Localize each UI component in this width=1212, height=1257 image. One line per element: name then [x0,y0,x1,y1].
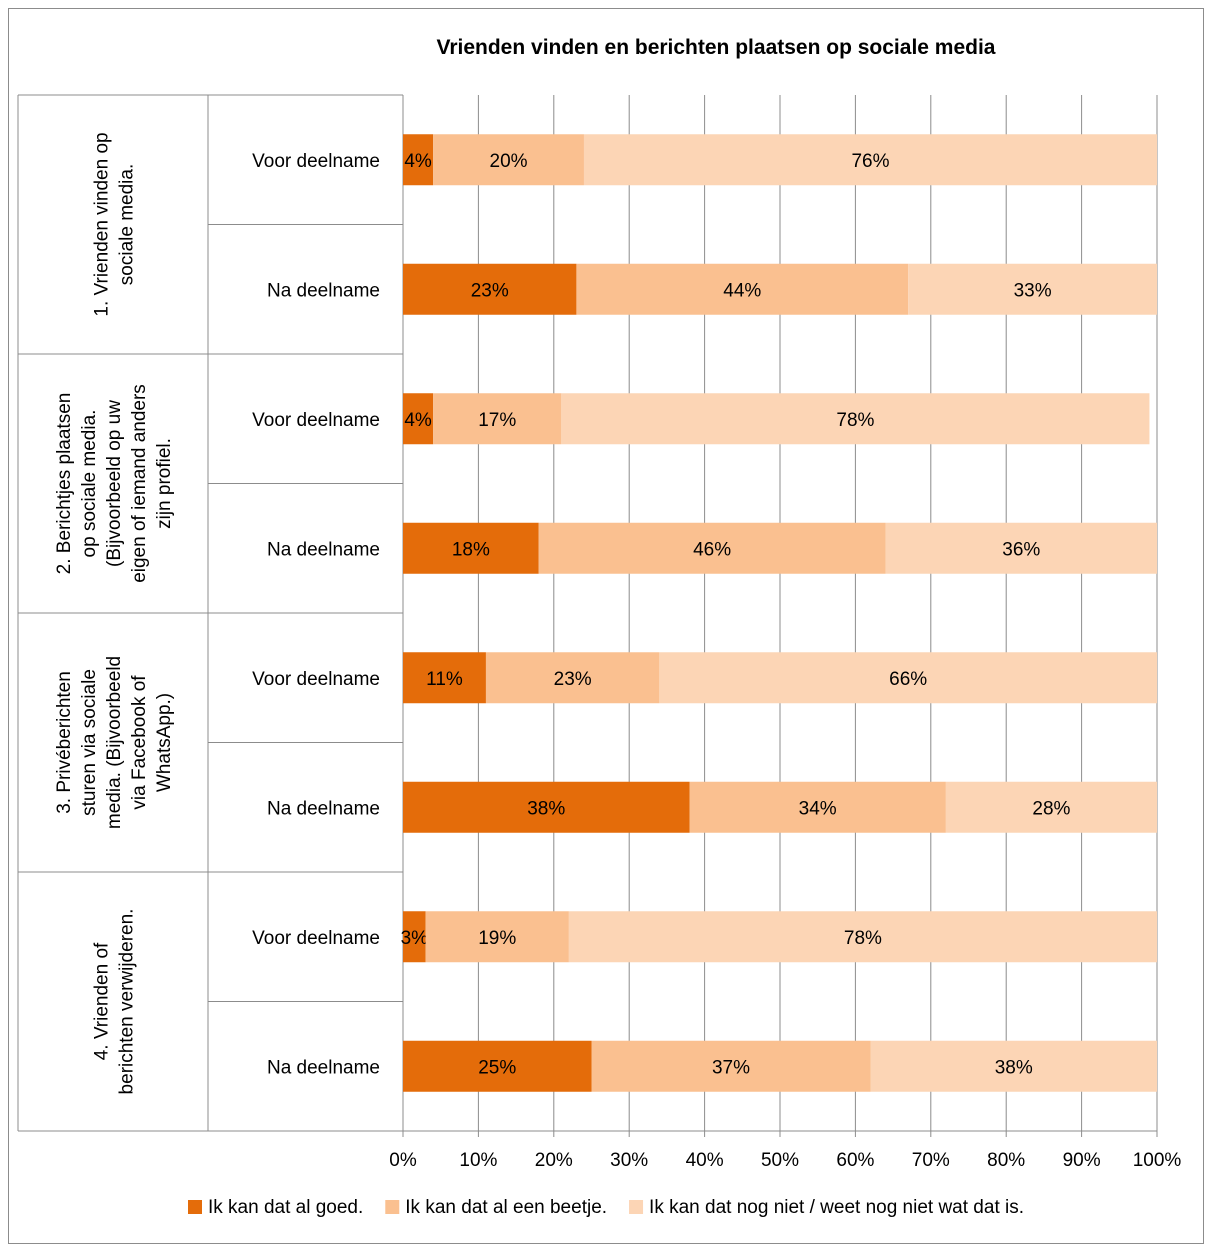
category-label: Voor deelname [252,410,380,431]
data-label: 78% [836,410,874,431]
bars: 4% 20% 76% 23% 44% 33% 4% 17% 78% 18% 46% 36% 11% 23%… [401,134,1157,1092]
category-label: Na deelname [267,280,380,301]
group-label-line: berichten verwijderen. [117,909,138,1095]
bar-segment [561,393,1150,445]
x-tick-label: 90% [1063,1150,1101,1171]
bar-segment [403,263,577,315]
group-label: 2. Berichtjes plaatsen op sociale media.(… [54,384,175,583]
group-label-line: sturen via sociale [79,669,100,816]
data-label: 38% [527,798,565,819]
data-label: 66% [889,669,927,690]
group-label-line: WhatsApp.) [154,693,175,792]
chart-title: Vrienden vinden en berichten plaatsen op… [436,36,995,59]
group-label: 3. Privéberichten sturen via sociale media… [54,656,175,829]
data-label: 78% [844,928,882,949]
group-label: 1. Vrienden vinden op sociale media. [92,132,138,316]
data-label: 34% [799,798,837,819]
legend-swatch [188,1200,202,1214]
data-label: 3% [401,928,429,949]
data-label: 33% [1014,280,1052,301]
bar-segment [433,134,584,186]
data-label: 18% [452,539,490,560]
bar-segment [538,522,886,574]
data-label: 19% [478,928,516,949]
bar-segment [403,652,486,704]
legend-swatch [385,1200,400,1214]
bar-segment [945,781,1157,833]
bar-segment [403,134,434,186]
data-label: 4% [404,151,432,172]
bar-segment [659,652,1157,704]
bar-segment [403,781,690,833]
data-label: 4% [404,410,432,431]
bar-segment [908,263,1157,315]
bar-segment [403,911,426,963]
group-label-line: eigen of iemand anders [129,384,150,583]
data-label: 23% [554,669,592,690]
bar-segment [870,1040,1157,1092]
bar-segment [433,393,562,445]
x-tick-label: 0% [389,1150,417,1171]
bar-segment [425,911,569,963]
x-tick-label: 70% [912,1150,950,1171]
legend-swatch [629,1200,644,1214]
bar-segment [576,263,909,315]
data-label: 76% [851,151,889,172]
legend-label: Ik kan dat al een beetje. [405,1197,607,1218]
data-label: 17% [478,410,516,431]
group-label: 4. Vrienden of berichten verwijderen. [92,909,138,1095]
category-label: Voor deelname [252,151,380,172]
bar-segment [583,134,1157,186]
data-label: 38% [995,1057,1033,1078]
x-tick-label: 50% [761,1150,799,1171]
data-label: 25% [478,1057,516,1078]
x-tick-label: 40% [686,1150,724,1171]
category-labels: 1. Vrienden vinden op sociale media. Voor … [54,132,380,1094]
data-label: 44% [723,280,761,301]
bar-segment [591,1040,871,1092]
bar-segment [485,652,660,704]
group-label-line: via Facebook of [129,675,150,810]
legend-label: Ik kan dat nog niet / weet nog niet wat … [649,1197,1024,1218]
x-tick-label: 100% [1133,1150,1182,1171]
legend: Ik kan dat al goed. Ik kan dat al een bee… [188,1197,1024,1218]
group-label-line: (Bijvoorbeeld op uw [104,400,125,567]
group-label-line: 1. Vrienden vinden op [92,132,113,316]
bar-segment [689,781,946,833]
category-label: Na deelname [267,1057,380,1078]
data-label: 11% [426,669,463,690]
data-label: 20% [490,151,528,172]
group-label-line: zijn profiel. [154,438,175,529]
axes: 0% 10% 20% 30% 40% 50% 60% 70% 80% 90% 100% [17,94,1182,1171]
bar-segment [403,1040,592,1092]
data-label: 46% [693,539,731,560]
category-label: Voor deelname [252,928,380,949]
data-label: 28% [1032,798,1070,819]
group-label-line: media. (Bijvoorbeeld [104,656,125,829]
category-label: Voor deelname [252,669,380,690]
bar-segment [885,522,1157,574]
bar-segment [403,393,434,445]
group-label-line: 2. Berichtjes plaatsen [54,393,75,575]
bar-segment [568,911,1157,963]
x-tick-label: 80% [987,1150,1025,1171]
group-label-line: 3. Privéberichten [54,671,75,814]
data-label: 23% [471,280,509,301]
group-label-line: 4. Vrienden of [92,942,113,1060]
x-tick-label: 10% [459,1150,497,1171]
group-label-line: sociale media. [117,164,138,285]
bar-segment [403,522,539,574]
x-tick-label: 60% [836,1150,874,1171]
category-label: Na deelname [267,539,380,560]
legend-label: Ik kan dat al goed. [208,1197,363,1218]
data-label: 36% [1002,539,1040,560]
x-tick-label: 20% [535,1150,573,1171]
data-label: 37% [712,1057,750,1078]
category-label: Na deelname [267,798,380,819]
x-tick-label: 30% [610,1150,648,1171]
group-label-line: op sociale media. [79,410,100,558]
